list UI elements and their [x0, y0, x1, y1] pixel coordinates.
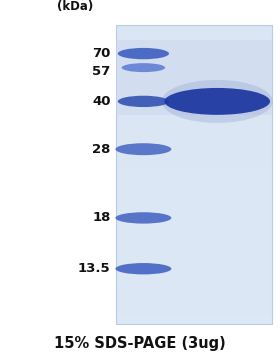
Bar	[116, 182, 272, 189]
Bar	[116, 33, 272, 40]
Bar	[116, 242, 272, 249]
Bar	[116, 316, 272, 324]
Bar	[116, 48, 272, 55]
Text: (kDa): (kDa)	[57, 0, 94, 13]
Bar	[116, 309, 272, 316]
Ellipse shape	[122, 63, 165, 72]
Ellipse shape	[115, 212, 171, 224]
Bar	[116, 93, 272, 100]
Bar	[116, 130, 272, 137]
Bar	[116, 264, 272, 272]
Bar	[116, 137, 272, 145]
Ellipse shape	[115, 263, 171, 274]
Bar	[116, 159, 272, 167]
Bar	[116, 152, 272, 159]
Bar	[116, 175, 272, 182]
Text: 70: 70	[92, 47, 111, 60]
Bar	[116, 70, 272, 77]
Bar	[116, 40, 272, 115]
Ellipse shape	[164, 88, 270, 115]
Bar	[116, 234, 272, 242]
Ellipse shape	[162, 80, 273, 123]
Text: 57: 57	[92, 65, 111, 78]
Bar	[116, 257, 272, 264]
Bar	[116, 279, 272, 287]
Bar	[116, 227, 272, 234]
Bar	[116, 189, 272, 197]
Bar	[116, 212, 272, 220]
Bar	[116, 25, 272, 33]
Bar	[116, 122, 272, 130]
Text: 15% SDS-PAGE (3ug): 15% SDS-PAGE (3ug)	[54, 336, 226, 351]
Text: 13.5: 13.5	[78, 262, 111, 275]
Bar	[116, 287, 272, 294]
Bar	[116, 272, 272, 279]
Bar	[116, 77, 272, 85]
Bar	[116, 85, 272, 93]
Bar	[116, 145, 272, 152]
Text: 28: 28	[92, 143, 111, 156]
Ellipse shape	[115, 143, 171, 155]
Bar	[116, 107, 272, 115]
Bar	[116, 40, 272, 48]
Bar	[116, 204, 272, 212]
Ellipse shape	[118, 48, 169, 59]
Bar	[116, 167, 272, 175]
Bar	[116, 25, 272, 324]
Bar	[116, 294, 272, 302]
Bar	[116, 63, 272, 70]
Text: 18: 18	[92, 211, 111, 224]
Text: 40: 40	[92, 95, 111, 108]
Ellipse shape	[118, 96, 169, 107]
Bar	[116, 219, 272, 227]
Bar	[116, 302, 272, 309]
Bar	[116, 100, 272, 107]
Bar	[116, 115, 272, 122]
Bar	[116, 55, 272, 63]
Bar	[116, 197, 272, 204]
Bar	[116, 249, 272, 257]
